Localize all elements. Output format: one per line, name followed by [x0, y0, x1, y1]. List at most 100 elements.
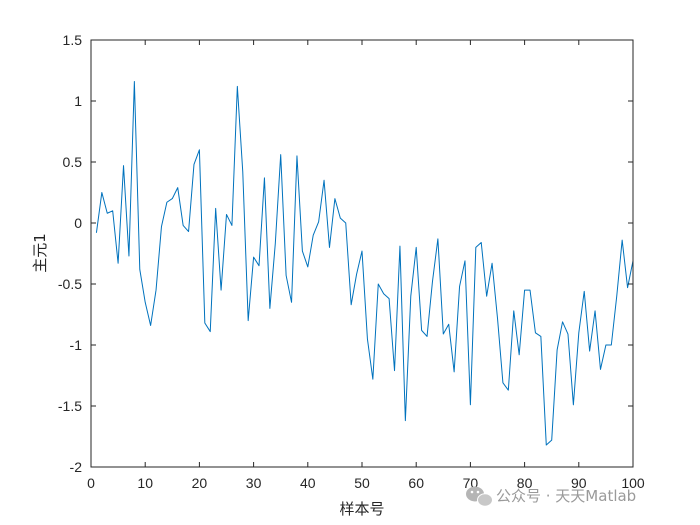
y-tick-label: 1: [74, 93, 82, 109]
data-point: [584, 291, 585, 292]
y-axis-label: 主元1: [31, 233, 49, 273]
data-point: [616, 296, 617, 297]
data-point: [535, 332, 536, 333]
data-point: [405, 420, 406, 421]
data-point: [372, 379, 373, 380]
y-tick-label: -2: [70, 459, 83, 475]
data-point: [291, 302, 292, 303]
data-point: [437, 238, 438, 239]
data-point: [340, 218, 341, 219]
data-point: [139, 269, 140, 270]
x-axis-label: 样本号: [339, 500, 384, 518]
data-point: [269, 308, 270, 309]
data-point: [226, 214, 227, 215]
data-point: [464, 260, 465, 261]
data-point: [118, 263, 119, 264]
data-point: [183, 225, 184, 226]
series-line: [95, 80, 634, 446]
data-point: [296, 155, 297, 156]
data-point: [193, 164, 194, 165]
data-point: [248, 320, 249, 321]
data-point: [302, 250, 303, 251]
data-point: [177, 187, 178, 188]
data-point: [150, 325, 151, 326]
data-point: [399, 246, 400, 247]
data-point: [307, 266, 308, 267]
data-point: [378, 283, 379, 284]
data-point: [459, 286, 460, 287]
data-point: [356, 274, 357, 275]
data-point: [567, 333, 568, 334]
data-point: [334, 198, 335, 199]
wechat-icon: [466, 486, 493, 507]
data-point: [443, 333, 444, 334]
y-tick-label: -1: [70, 337, 83, 353]
data-point: [318, 221, 319, 222]
x-tick-label: 50: [354, 475, 370, 491]
data-point: [351, 304, 352, 305]
data-point: [432, 281, 433, 282]
data-point: [323, 180, 324, 181]
data-point: [215, 208, 216, 209]
data-point: [573, 404, 574, 405]
x-tick-label: 80: [517, 475, 533, 491]
data-point: [313, 235, 314, 236]
y-tick-label: -1.5: [58, 398, 82, 414]
y-tick-label: -0.5: [58, 276, 82, 292]
data-point: [546, 444, 547, 445]
data-point: [394, 370, 395, 371]
data-point: [210, 331, 211, 332]
data-point: [454, 371, 455, 372]
data-point: [101, 192, 102, 193]
data-point: [329, 247, 330, 248]
data-point: [622, 239, 623, 240]
data-point: [237, 86, 238, 87]
data-point: [562, 321, 563, 322]
data-point: [508, 390, 509, 391]
data-point: [145, 302, 146, 303]
x-tick-label: 40: [300, 475, 316, 491]
data-point: [280, 154, 281, 155]
data-point: [481, 242, 482, 243]
data-point: [286, 275, 287, 276]
x-tick-label: 30: [246, 475, 262, 491]
data-point: [611, 344, 612, 345]
data-point: [383, 293, 384, 294]
x-tick-label: 20: [192, 475, 208, 491]
data-point: [242, 171, 243, 172]
data-point: [502, 382, 503, 383]
data-point: [258, 265, 259, 266]
x-tick-label: 60: [408, 475, 424, 491]
x-tick-label: 100: [621, 475, 645, 491]
data-point: [107, 213, 108, 214]
data-point: [204, 322, 205, 323]
data-point: [524, 290, 525, 291]
data-point: [134, 81, 135, 82]
x-tick-label: 90: [571, 475, 587, 491]
data-point: [605, 344, 606, 345]
data-point: [475, 247, 476, 248]
data-point: [96, 232, 97, 233]
data-point: [470, 404, 471, 405]
data-point: [497, 318, 498, 319]
data-point: [161, 226, 162, 227]
data-point: [529, 290, 530, 291]
watermark-text: 公众号 · 天天Matlab: [496, 487, 636, 505]
data-point: [632, 260, 633, 261]
data-point: [172, 198, 173, 199]
data-point: [253, 257, 254, 258]
data-point: [166, 202, 167, 203]
data-point: [551, 440, 552, 441]
data-point: [594, 310, 595, 311]
data-point: [123, 165, 124, 166]
data-point: [491, 263, 492, 264]
data-point: [199, 149, 200, 150]
data-point: [557, 349, 558, 350]
data-point: [589, 351, 590, 352]
data-point: [519, 354, 520, 355]
data-point: [540, 336, 541, 337]
data-point: [367, 338, 368, 339]
data-point: [231, 225, 232, 226]
data-point: [410, 296, 411, 297]
watermark: 公众号 · 天天Matlab: [466, 486, 636, 507]
